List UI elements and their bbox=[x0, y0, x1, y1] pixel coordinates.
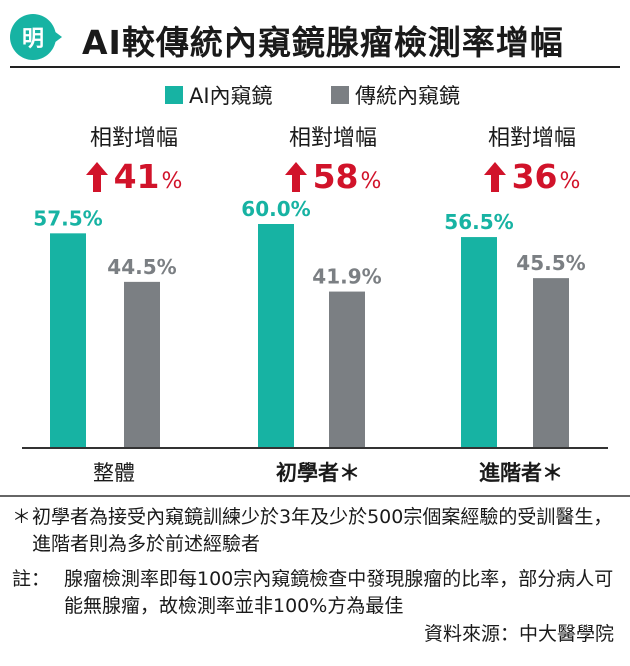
footnote-text: 初學者為接受內窺鏡訓練少於3年及少於500宗個案經驗的受訓醫生，進階者則為多於前… bbox=[32, 506, 613, 555]
increase-unit: % bbox=[559, 169, 581, 194]
source-credit: 資料來源：中大醫學院 bbox=[423, 623, 614, 645]
legend-item-traditional: 傳統內窺鏡 bbox=[331, 80, 460, 110]
up-arrow-icon bbox=[483, 162, 506, 192]
logo: 明 bbox=[10, 14, 56, 60]
increase-value: 41 bbox=[113, 157, 160, 196]
increase-label: 相對增幅 bbox=[487, 126, 576, 151]
increase-overall: 相對增幅 41 % bbox=[64, 126, 204, 194]
x-tick-label: 進階者＊ bbox=[479, 461, 563, 485]
increase-value: 58 bbox=[312, 157, 359, 196]
data-label-traditional: 45.5% bbox=[516, 251, 585, 275]
x-tick-label: 整體 bbox=[93, 461, 135, 485]
logo-text: 明 bbox=[21, 27, 44, 52]
increase-unit: % bbox=[360, 169, 382, 194]
up-arrow-icon bbox=[284, 162, 307, 192]
logo-pointer bbox=[50, 28, 62, 46]
legend-swatch-traditional bbox=[331, 86, 349, 104]
increase-label: 相對增幅 bbox=[288, 126, 377, 151]
bar-ai bbox=[461, 237, 497, 448]
x-tick-label: 初學者＊ bbox=[276, 461, 360, 485]
up-arrow-icon bbox=[85, 162, 108, 192]
legend: AI內窺鏡 傳統內窺鏡 bbox=[0, 80, 630, 108]
header: 明 AI較傳統內窺鏡腺瘤檢測率增幅 bbox=[10, 12, 620, 70]
note-marker: 註： bbox=[12, 568, 51, 590]
bar-traditional bbox=[533, 278, 569, 448]
note-text: 腺瘤檢測率即每100宗內窺鏡檢查中發現腺瘤的比率，部分病人可能無腺瘤，故檢測率並… bbox=[64, 568, 614, 617]
footnote-marker: ＊ bbox=[12, 506, 32, 528]
increase-value: 36 bbox=[511, 157, 558, 196]
data-label-ai: 60.0% bbox=[241, 197, 310, 221]
chart-title: AI較傳統內窺鏡腺瘤檢測率增幅 bbox=[82, 23, 564, 62]
legend-item-ai: AI內窺鏡 bbox=[165, 80, 273, 110]
increase-advanced: 相對增幅 36 % bbox=[462, 126, 602, 194]
data-label-ai: 56.5% bbox=[444, 210, 513, 234]
increase-beginner: 相對增幅 58 % bbox=[263, 126, 403, 194]
increase-label: 相對增幅 bbox=[89, 126, 178, 151]
data-label-traditional: 41.9% bbox=[312, 265, 381, 289]
bar-traditional bbox=[124, 281, 160, 448]
legend-label-ai: AI內窺鏡 bbox=[189, 84, 273, 108]
data-label-traditional: 44.5% bbox=[107, 255, 176, 279]
increase-unit: % bbox=[161, 169, 183, 194]
bar-traditional bbox=[329, 291, 365, 448]
legend-swatch-ai bbox=[165, 86, 183, 104]
title-divider bbox=[10, 66, 620, 68]
bar-chart: 57.5% 60.0% 56.5% 44.5% 41.9% 45.5% 整體 初學者＊ 進階者＊ bbox=[0, 197, 630, 497]
bar-ai bbox=[258, 224, 294, 448]
legend-label-traditional: 傳統內窺鏡 bbox=[355, 84, 460, 108]
data-label-ai: 57.5% bbox=[33, 206, 102, 230]
bar-ai bbox=[50, 233, 86, 448]
